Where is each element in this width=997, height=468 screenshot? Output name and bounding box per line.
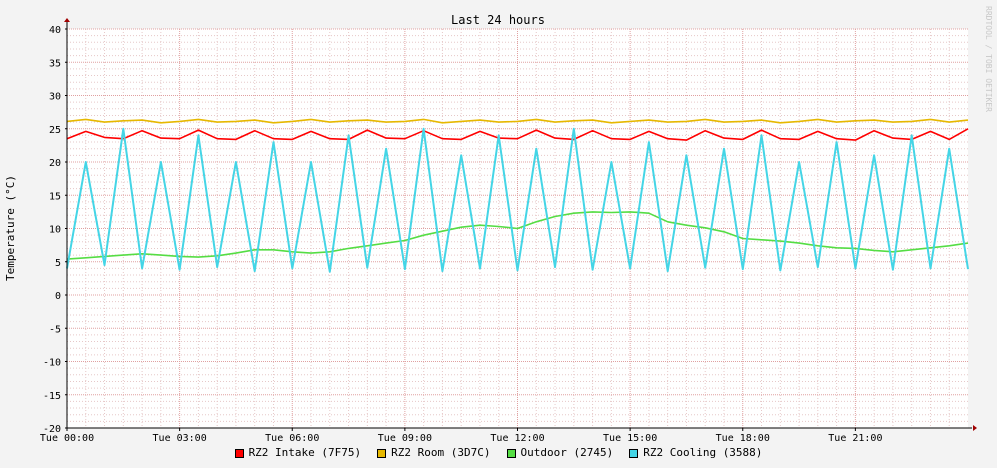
legend-label-intake: RZ2 Intake (7F75)	[248, 446, 362, 459]
legend-label-cooling: RZ2 Cooling (3588)	[643, 446, 763, 459]
legend-swatch-room	[377, 448, 387, 458]
legend-label-room: RZ2 Room (3D7C)	[391, 446, 491, 459]
y-axis-label: Temperature (°C)	[4, 175, 17, 281]
legend-swatch-intake	[234, 448, 244, 458]
y-tick-label: -5	[49, 324, 61, 335]
y-tick-label: 30	[49, 92, 61, 103]
axes	[64, 18, 977, 431]
x-axis-arrow-icon	[973, 425, 977, 431]
x-tick-label: Tue 12:00	[490, 433, 544, 444]
legend-swatch-outdoor	[506, 448, 516, 458]
x-tick-label: Tue 09:00	[378, 433, 432, 444]
y-tick-label: -20	[43, 424, 61, 435]
x-tick-label: Tue 15:00	[603, 433, 657, 444]
legend-swatch-cooling	[629, 448, 639, 458]
legend-item-intake: RZ2 Intake (7F75)	[234, 446, 362, 460]
legend-item-outdoor: Outdoor (2745)	[506, 446, 614, 460]
y-tick-label: 35	[49, 58, 61, 69]
y-tick-label: 5	[55, 258, 61, 269]
legend-item-cooling: RZ2 Cooling (3588)	[629, 446, 762, 460]
grid-lines	[66, 28, 968, 429]
x-tick-label: Tue 21:00	[828, 433, 882, 444]
x-tick-labels: Tue 00:00 Tue 03:00 Tue 06:00 Tue 09:00 Tue …	[40, 433, 883, 444]
legend-label-outdoor: Outdoor (2745)	[520, 446, 614, 459]
y-tick-label: 40	[49, 25, 61, 36]
legend: RZ2 Intake (7F75) RZ2 Room (3D7C) Outdoo…	[0, 446, 997, 460]
series-line-3	[66, 127, 969, 273]
y-tick-label: 25	[49, 125, 61, 136]
chart-title: Last 24 hours	[451, 13, 545, 27]
y-tick-label: -15	[43, 391, 61, 402]
y-tick-label: 10	[49, 225, 61, 236]
series-line-1	[66, 118, 969, 124]
y-axis-arrow-icon	[64, 18, 70, 22]
y-tick-label: 0	[55, 291, 61, 302]
series-line-0	[66, 128, 969, 141]
watermark: RRDTOOL / TOBI OETIKER	[984, 6, 993, 112]
y-tick-labels: 40 35 30 25 20 15 10 5 0 -5 -10 -15 -20	[43, 25, 61, 435]
y-tick-label: 20	[49, 158, 61, 169]
x-tick-label: Tue 03:00	[153, 433, 207, 444]
x-tick-label: Tue 18:00	[716, 433, 770, 444]
x-tick-label: Tue 06:00	[265, 433, 319, 444]
y-tick-label: 15	[49, 191, 61, 202]
series-layer	[66, 118, 969, 273]
y-tick-label: -10	[43, 358, 61, 369]
x-tick-label: Tue 00:00	[40, 433, 94, 444]
legend-item-room: RZ2 Room (3D7C)	[377, 446, 491, 460]
series-line-2	[66, 211, 969, 260]
